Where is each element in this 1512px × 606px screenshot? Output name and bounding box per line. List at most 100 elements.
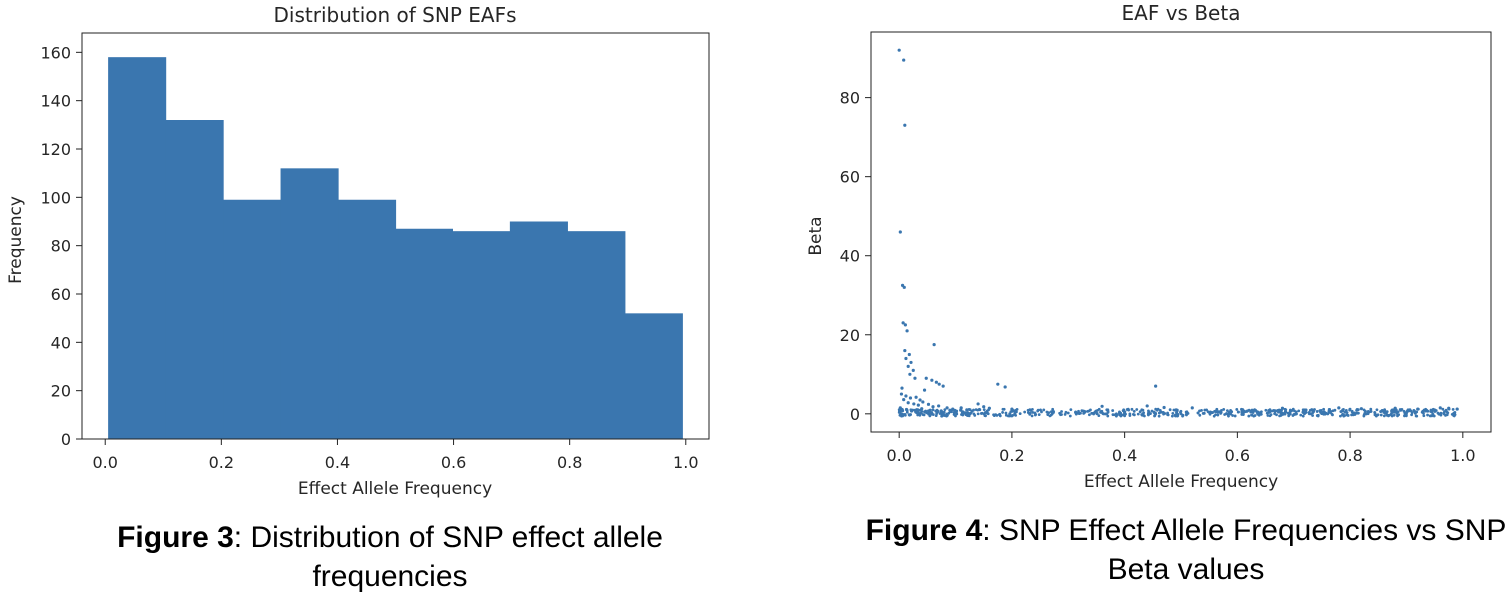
histogram-x-tick-label: 0.2 xyxy=(209,453,234,472)
figure-3-caption: Figure 3: Distribution of SNP effect all… xyxy=(70,518,710,596)
scatter-point xyxy=(903,413,907,417)
scatter-point xyxy=(1245,410,1249,413)
scatter-point xyxy=(1379,413,1383,417)
histogram-y-tick-label: 80 xyxy=(51,237,71,256)
scatter-point xyxy=(1333,408,1337,412)
scatter-point xyxy=(1444,408,1448,412)
scatter-point xyxy=(1422,414,1426,418)
scatter-y-ticks: 0 20 40 60 80 xyxy=(840,89,871,424)
scatter-point xyxy=(1390,409,1393,413)
scatter-point xyxy=(1439,411,1443,415)
scatter-point xyxy=(1301,414,1305,418)
scatter-point xyxy=(1453,410,1457,414)
histogram-y-label: Frequency xyxy=(6,196,26,284)
scatter-point xyxy=(1196,411,1200,415)
scatter-chart: EAF vs Beta 0 20 40 60 80 0.0 0.2 0.4 0.6 0.8 1.0… xyxy=(806,1,1492,492)
histogram-x-ticks: 0.0 0.2 0.4 0.6 0.8 1.0 xyxy=(92,439,699,472)
scatter-point xyxy=(1286,411,1290,415)
scatter-point xyxy=(1145,404,1149,408)
scatter-point xyxy=(1362,408,1366,412)
scatter-point xyxy=(1115,413,1119,417)
scatter-point xyxy=(909,360,913,365)
scatter-point xyxy=(945,406,949,410)
scatter-point xyxy=(1382,411,1386,414)
scatter-x-tick-label: 0.8 xyxy=(1337,446,1362,465)
scatter-point xyxy=(1141,412,1145,416)
scatter-point xyxy=(904,394,908,398)
scatter-point xyxy=(1154,384,1158,388)
scatter-point xyxy=(916,408,920,412)
scatter-point xyxy=(1058,411,1062,415)
scatter-point xyxy=(1206,410,1210,414)
scatter-point xyxy=(904,356,908,361)
scatter-point xyxy=(1168,408,1172,412)
scatter-point xyxy=(1259,410,1263,414)
scatter-point xyxy=(1117,411,1121,415)
scatter-x-label: Effect Allele Frequency xyxy=(1084,472,1278,492)
scatter-point xyxy=(1003,385,1007,389)
scatter-point xyxy=(1273,412,1277,416)
scatter-point xyxy=(1106,414,1110,418)
scatter-point xyxy=(1447,406,1451,410)
scatter-axes-frame xyxy=(870,31,1492,433)
histogram-y-tick-label: 160 xyxy=(40,43,71,62)
scatter-point xyxy=(1184,412,1188,416)
scatter-point xyxy=(1288,408,1292,412)
scatter-point xyxy=(897,411,901,414)
scatter-point xyxy=(1356,411,1360,415)
scatter-point xyxy=(1268,410,1272,414)
scatter-point xyxy=(1001,407,1005,411)
scatter-point xyxy=(1215,407,1219,411)
scatter-point xyxy=(1018,412,1022,416)
scatter-point xyxy=(1291,407,1295,411)
scatter-point xyxy=(926,402,931,406)
scatter-point xyxy=(1235,408,1239,411)
scatter-point xyxy=(931,408,935,412)
scatter-point xyxy=(1330,412,1334,416)
scatter-point xyxy=(916,403,920,407)
scatter-point xyxy=(1063,412,1067,416)
scatter-point xyxy=(1157,414,1161,418)
scatter-point xyxy=(1068,414,1072,418)
scatter-point xyxy=(1077,409,1080,413)
scatter-point xyxy=(1202,411,1206,415)
scatter-point xyxy=(1451,408,1455,411)
scatter-point xyxy=(1341,412,1345,416)
scatter-point xyxy=(1040,410,1043,414)
scatter-point xyxy=(1284,410,1288,414)
scatter-point xyxy=(940,414,944,418)
scatter-point xyxy=(1383,408,1387,412)
scatter-point xyxy=(977,407,981,411)
scatter-point xyxy=(1004,411,1008,415)
scatter-x-tick-label: 1.0 xyxy=(1450,446,1475,465)
scatter-point xyxy=(1350,413,1353,417)
scatter-point xyxy=(1048,414,1052,418)
scatter-point xyxy=(1216,413,1220,417)
scatter-point xyxy=(1429,408,1433,412)
scatter-point xyxy=(1099,410,1102,414)
scatter-point xyxy=(1147,409,1150,413)
scatter-point xyxy=(1132,409,1136,413)
scatter-point xyxy=(1355,407,1359,411)
scatter-point xyxy=(965,408,969,412)
scatter-point xyxy=(1156,407,1160,411)
scatter-x-tick-label: 0.2 xyxy=(999,446,1024,465)
scatter-point xyxy=(1395,412,1399,415)
scatter-point xyxy=(898,406,902,410)
scatter-points xyxy=(897,48,1459,418)
scatter-point xyxy=(1190,406,1194,410)
figure-4-label: Figure 4 xyxy=(865,514,983,547)
scatter-x-ticks: 0.0 0.2 0.4 0.6 0.8 1.0 xyxy=(886,432,1476,465)
scatter-point xyxy=(1227,410,1231,414)
scatter-point xyxy=(1252,414,1256,418)
scatter-point xyxy=(905,329,909,333)
scatter-point xyxy=(900,409,905,413)
scatter-point xyxy=(1343,410,1347,414)
scatter-point xyxy=(1373,410,1377,414)
histogram-bar xyxy=(567,231,626,439)
scatter-point xyxy=(1222,408,1226,411)
histogram-x-tick-label: 0.6 xyxy=(441,453,466,472)
scatter-point xyxy=(908,372,912,376)
scatter-point xyxy=(1413,409,1416,413)
scatter-point xyxy=(1439,413,1443,417)
